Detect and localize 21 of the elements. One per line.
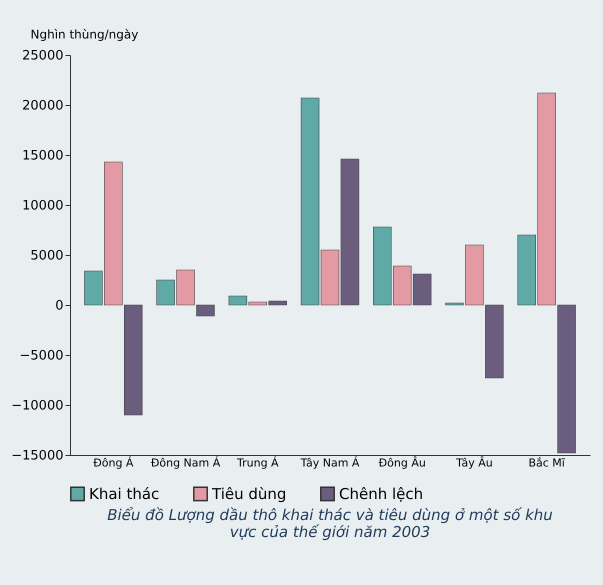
legend-label: Khai thác <box>89 484 160 503</box>
x-tick-label: Đông Á <box>93 456 134 470</box>
y-tick-label: 5000 <box>30 248 64 264</box>
y-tick-label: 25000 <box>22 48 64 64</box>
x-tick-label: Đông Nam Á <box>150 456 221 470</box>
text: Biểu đồ Lượng dầu thô khai thác và tiêu dùng ở một số khu vực của thế giới năm 2003 <box>107 506 553 541</box>
y-tick-label: −5000 <box>20 348 64 364</box>
x-tick-label: Đông Âu <box>378 456 426 470</box>
y-tick-label: −15000 <box>11 448 64 464</box>
x-tick-label: Tây Âu <box>455 456 493 470</box>
x-tick-label: Tây Nam Á <box>300 456 360 470</box>
y-tick-label: −10000 <box>11 398 64 414</box>
y-tick-label: 20000 <box>22 98 64 114</box>
y-tick-label: 10000 <box>22 198 64 214</box>
x-tick-label: Bắc Mĩ <box>528 456 566 470</box>
y-axis-title: Nghìn thùng/ngày <box>30 28 138 42</box>
legend-label: Tiêu dùng <box>211 484 286 503</box>
y-tick-label: 15000 <box>22 148 64 164</box>
y-tick-label: 0 <box>55 298 64 314</box>
x-tick-label: Trung Á <box>236 456 280 470</box>
legend-label: Chênh lệch <box>339 484 424 503</box>
